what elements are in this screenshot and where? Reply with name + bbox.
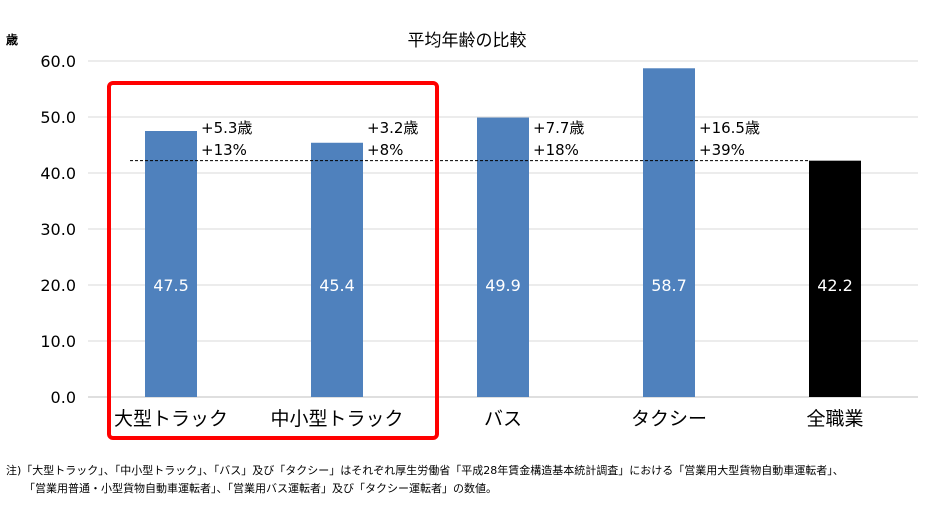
y-tick-label: 30.0 — [40, 220, 76, 239]
bar — [477, 117, 529, 397]
y-tick-label: 40.0 — [40, 164, 76, 183]
x-category-label: バス — [484, 408, 522, 430]
bar-value-label: 42.2 — [817, 276, 853, 295]
bar-value-label: 45.4 — [319, 276, 355, 295]
bar-value-label: 47.5 — [153, 276, 189, 295]
y-tick-label: 10.0 — [40, 332, 76, 351]
y-tick-label: 0.0 — [51, 388, 76, 407]
x-category-label: 大型トラック — [114, 408, 228, 430]
footnote-line-2: 「営業用普通・小型貨物自動車運転者」、「営業用バス運転者」及び「タクシー運転者」… — [24, 482, 497, 495]
annotation-pct: +39% — [699, 141, 745, 159]
annotation-diff: +16.5歳 — [699, 119, 760, 137]
x-category-label: タクシー — [631, 408, 707, 430]
footnote-line-1: 注)「大型トラック」、「中小型トラック」、「バス」及び「タクシー」はそれぞれ厚生… — [6, 464, 844, 477]
x-category-label: 中小型トラック — [270, 408, 403, 430]
y-axis-unit: 歳 — [6, 32, 18, 47]
y-tick-label: 50.0 — [40, 108, 76, 127]
highlight-box — [107, 81, 439, 440]
bar — [311, 142, 363, 397]
chart-title: 平均年齢の比較 — [408, 31, 527, 51]
bar — [643, 68, 695, 397]
bar — [145, 131, 197, 397]
annotation-pct: +13% — [201, 141, 247, 159]
x-category-label: 全職業 — [806, 408, 863, 430]
annotation-diff: +5.3歳 — [201, 119, 252, 137]
annotation-diff: +3.2歳 — [367, 119, 418, 137]
bar — [809, 160, 861, 397]
y-tick-label: 20.0 — [40, 276, 76, 295]
annotation-diff: +7.7歳 — [533, 119, 584, 137]
bar-value-label: 49.9 — [485, 276, 521, 295]
annotation-pct: +18% — [533, 141, 579, 159]
annotation-pct: +8% — [367, 141, 403, 159]
bar-value-label: 58.7 — [651, 276, 687, 295]
y-tick-label: 60.0 — [40, 52, 76, 71]
